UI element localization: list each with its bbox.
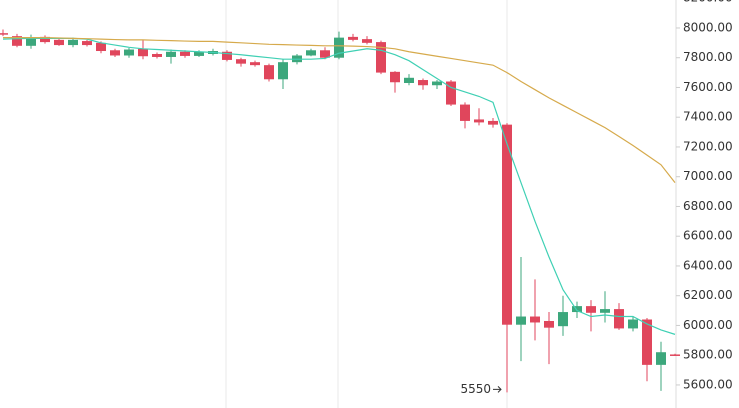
y-tick-label: 6800.00 [683,199,733,213]
candle-body [642,319,652,365]
candle-body [516,316,526,325]
candle-body [614,309,624,329]
candle-body [600,309,610,313]
candle-body [432,81,442,86]
y-tick-label: 5600.00 [683,377,733,391]
candle-body [474,119,484,123]
y-tick-label: 6400.00 [683,258,733,272]
y-tick-label: 8200.00 [683,0,733,5]
candle-body [586,306,596,313]
low-annotation: 5550 [460,382,491,396]
y-tick-label: 7600.00 [683,80,733,94]
y-tick-label: 6200.00 [683,288,733,302]
y-tick-label: 7800.00 [683,50,733,64]
y-tick-label: 8000.00 [683,20,733,34]
candle-body [320,50,330,58]
candle-body [250,62,260,66]
candle-body [418,80,428,86]
y-tick-label: 7000.00 [683,169,733,183]
candle-body [460,104,470,121]
candle-body [68,39,78,46]
candle-body [446,81,456,105]
y-tick-label: 5800.00 [683,348,733,362]
candle-body [166,51,176,57]
moving-average-line [3,37,676,184]
moving-average-line [2,37,676,335]
y-tick-label: 7200.00 [683,139,733,153]
candle-body [54,39,64,46]
candle-body [0,33,8,35]
annotation-arrow [493,386,502,393]
candle-body [558,312,568,327]
y-tick-label: 6600.00 [683,229,733,243]
candle-body [138,48,148,57]
candle-body [264,65,274,80]
candle-body [404,77,414,83]
candle-body [502,124,512,325]
candle-body [194,51,204,56]
candle-body [82,41,92,46]
candle-body [236,59,246,64]
candle-body [670,354,680,356]
candle-body [362,39,372,43]
candle-body [488,120,498,125]
candle-body [376,42,386,73]
candle-body [110,50,120,56]
candle-body [222,51,232,60]
candle-body [40,36,50,43]
candle-body [12,36,22,46]
candle-body [530,316,540,323]
candle-body [180,51,190,56]
candle-body [572,306,582,313]
candle-body [390,71,400,83]
candle-body [628,319,638,329]
candle-body [306,50,316,56]
candle-body [348,36,358,40]
candle-body [544,320,554,328]
candle-body [124,49,134,56]
candle-body [334,37,344,58]
candle-body [96,42,106,52]
candle-body [152,53,162,57]
candle-body [656,352,666,365]
y-tick-label: 6000.00 [683,318,733,332]
y-tick-label: 7400.00 [683,110,733,124]
candle-body [278,62,288,80]
candle-body [26,37,36,46]
